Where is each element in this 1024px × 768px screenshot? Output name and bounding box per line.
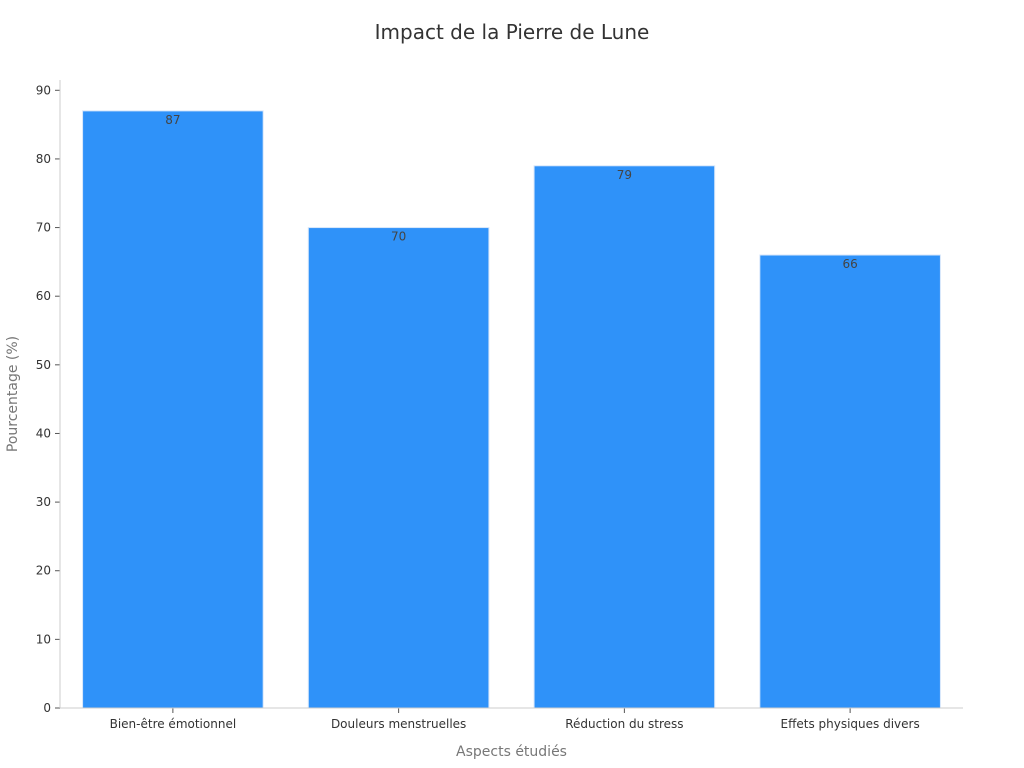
chart-title: Impact de la Pierre de Lune [374,20,650,44]
bar-value-label: 79 [617,168,632,182]
y-tick-label: 80 [36,152,51,166]
x-axis-title: Aspects étudiés [456,744,567,760]
y-tick-label: 0 [43,701,51,715]
y-axis-title: Pourcentage (%) [5,336,21,452]
y-axis-ticks: 0 10 20 30 40 50 60 70 80 90 [36,83,60,715]
x-tick-label: Douleurs menstruelles [331,717,466,731]
bar-value-label: 66 [842,257,857,271]
bar-value-label: 70 [391,230,406,244]
bar [759,254,941,709]
x-tick-label: Effets physiques divers [781,717,920,731]
y-tick-label: 30 [36,495,51,509]
bars-group: 87 70 79 66 [82,110,941,709]
y-tick-label: 50 [36,358,51,372]
x-axis-ticks: Bien-être émotionnel Douleurs menstruelle… [110,708,920,731]
y-tick-label: 10 [36,632,51,646]
bar-value-label: 87 [165,113,180,127]
y-tick-label: 70 [36,221,51,235]
x-tick-label: Réduction du stress [565,717,683,731]
bar [307,227,490,709]
y-tick-label: 40 [36,426,51,440]
bar [533,165,716,709]
y-tick-label: 90 [36,83,51,97]
y-tick-label: 20 [36,564,51,578]
bar [82,110,264,709]
x-tick-label: Bien-être émotionnel [110,717,237,731]
y-tick-label: 60 [36,289,51,303]
